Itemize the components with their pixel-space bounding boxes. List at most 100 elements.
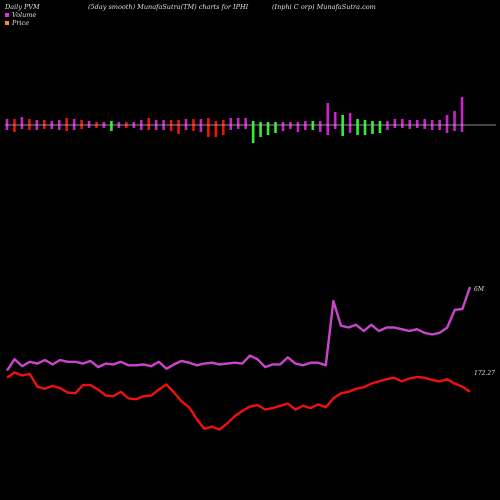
volume-bar-down [50,125,54,129]
volume-bar-down [20,125,24,129]
volume-bar-down [259,125,262,137]
volume-bar-down [266,125,270,135]
volume-bar-down [333,125,337,129]
volume-bar-down [371,125,374,134]
volume-bar-up [423,119,426,125]
volume-bar-down [222,125,225,135]
volume-bar-up [401,119,404,125]
volume-bar-down [311,125,315,130]
volume-bar-down [184,125,188,130]
volume-bar-up [363,120,367,125]
volume-bar-up [251,121,255,125]
legend-volume: Volume [5,11,36,19]
volume-bar-up [386,121,389,125]
volume-bar-up [132,122,136,125]
volume-bar-up [207,118,210,125]
volume-bar-down [28,125,31,130]
volume-bar-up [274,122,277,125]
volume-bar-down [192,125,195,131]
volume-bar-up [244,118,247,125]
volume-bar-up [311,121,315,125]
volume-bar-down [251,125,255,143]
volume-bar-up [5,119,9,125]
volume-bar-down [72,125,76,130]
volume-bar-down [289,125,292,129]
price-line [6,371,471,431]
volume-bar-down [169,125,173,131]
volume-bar-up [460,97,464,125]
volume-bar-up [393,119,397,125]
volume-bar-up [125,122,128,125]
volume-bar-down [438,125,441,130]
volume-bar-down [199,125,203,132]
volume-bar-down [13,125,16,132]
volume-bar-down [214,125,218,137]
volume-bar-up [35,120,39,125]
volume-bar-down [296,125,300,132]
volume-bar-down [326,125,330,135]
volume-bar-up [162,120,165,125]
volume-line [6,286,472,372]
volume-bar-up [371,121,374,125]
volume-bar-up [184,119,188,125]
volume-bar-up [236,118,240,125]
volume-bar-up [147,118,151,125]
volume-bar-up [43,120,46,125]
legend-volume-label: Volume [12,11,37,19]
chart-heading-right: (Inphi C orp) MunafaSutra.com [272,3,376,11]
volume-bar-up [326,103,330,125]
volume-bar-up [296,122,300,125]
volume-bar-up [20,117,24,125]
legend-price: Price [5,19,29,27]
volume-bar-down [154,125,158,130]
volume-bar-down [43,125,46,129]
volume-bar-down [430,125,434,130]
volume-bar-down [162,125,165,130]
volume-bar-up [266,122,270,125]
legend-price-label: Price [12,19,30,27]
volume-end-label: 6M [474,286,485,293]
volume-bar-up [169,120,173,125]
volume-bar-down [244,125,247,129]
volume-bar-up [80,120,83,125]
volume-bar-down [139,125,143,130]
chart-heading-left: Daily PVM [5,3,40,11]
volume-bar-down [401,125,404,128]
volume-bar-up [348,113,352,125]
legend-volume-swatch [5,13,9,17]
volume-bar-up [356,119,359,125]
volume-bar-down [117,125,121,128]
volume-bar-down [125,125,128,128]
volume-bar-up [13,119,16,125]
volume-bar-up [318,121,322,125]
volume-bar-down [281,125,285,131]
volume-bar-up [154,120,158,125]
volume-bar-down [65,125,68,131]
volume-bar-down [341,125,344,136]
volume-bar-down [356,125,359,135]
volume-bar-up [102,122,106,125]
volume-bar-down [304,125,307,130]
volume-bar-up [57,120,61,125]
volume-bar-up [378,121,382,125]
volume-bar-up [139,120,143,125]
volume-bar-up [87,121,91,125]
volume-bar-down [110,125,113,131]
volume-bar-down [378,125,382,133]
volume-bar-down [147,125,151,130]
volume-bar-down [236,125,240,129]
volume-bar-up [289,122,292,125]
volume-bar-down [453,125,456,131]
volume-bar-up [65,118,68,125]
volume-bar-up [177,120,180,125]
volume-bar-down [102,125,106,128]
volume-bar-up [415,120,419,125]
volume-bar-up [341,115,344,125]
volume-bar-down [177,125,180,134]
volume-bar-down [274,125,277,133]
volume-bar-up [214,121,218,125]
volume-bar-down [207,125,210,137]
volume-bar-down [80,125,83,129]
volume-bar-down [363,125,367,135]
